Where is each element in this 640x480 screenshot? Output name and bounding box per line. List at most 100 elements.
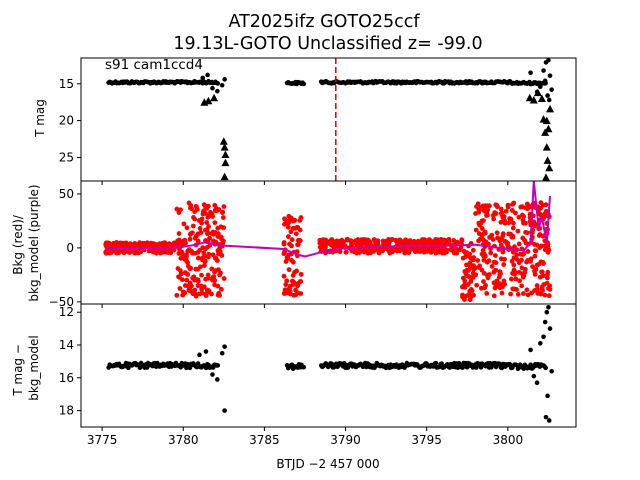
bkg-point-5-252 [517, 278, 522, 284]
bkg-point-2-23 [293, 231, 299, 237]
bkg-point-1-190 [210, 252, 216, 258]
bkg-point-5-37 [475, 258, 481, 263]
plot-area-top [106, 58, 555, 181]
bkg-point-5-226 [540, 260, 546, 265]
bkg-point-1-203 [202, 259, 208, 265]
bkg-point-5-313 [545, 241, 551, 247]
bkg-point-3-390 [419, 240, 425, 246]
bkg-point-5-288 [484, 204, 490, 209]
bkg-point-1-154 [195, 238, 201, 244]
data-point-top-9 [537, 84, 543, 90]
bkg-point-5-256 [508, 276, 514, 282]
bkg-point-4-32 [467, 289, 473, 294]
bkg-point-3-386 [401, 239, 407, 245]
bkg-point-2-12 [298, 215, 304, 220]
upper-limit-marker-16 [545, 163, 554, 172]
y-tick-label-middle--50: −50 [49, 295, 74, 309]
bkg-point-5-282 [512, 244, 517, 250]
upper-limit-marker-14 [542, 143, 551, 151]
bkg-point-5-250 [486, 258, 492, 264]
bkg-point-1-191 [200, 211, 206, 217]
bkg-point-5-7 [488, 250, 494, 256]
bkg-point-5-158 [494, 202, 500, 208]
bkg-point-1-188 [220, 209, 226, 215]
bkg-point-1-173 [219, 252, 225, 258]
bkg-point-1-74 [205, 272, 211, 278]
bkg-point-1-185 [185, 260, 191, 266]
bkg-point-1-82 [212, 282, 218, 288]
bkg-point-5-136 [511, 200, 517, 206]
bkg-point-1-42 [177, 286, 183, 291]
bkg-point-5-217 [524, 259, 530, 265]
bkg-point-1-88 [200, 255, 205, 261]
bkg-point-5-267 [542, 211, 547, 217]
bkg-point-5-81 [473, 265, 479, 271]
data-point-top-10 [541, 68, 546, 73]
data-point-top-4 [219, 82, 225, 88]
bkg-point-3-311 [421, 249, 427, 255]
bkg-model-line [105, 181, 551, 258]
bkg-point-2-55 [288, 229, 294, 235]
bkg-point-5-229 [512, 271, 517, 277]
bkg-point-1-135 [192, 216, 198, 222]
bkg-point-5-234 [515, 228, 521, 234]
bkg-point-5-76 [532, 253, 538, 259]
bkg-point-5-146 [537, 211, 543, 217]
bkg-point-5-235 [506, 220, 512, 226]
bkg-point-5-257 [515, 291, 521, 297]
bkg-point-5-219 [510, 249, 516, 255]
data-point-top-12 [546, 58, 551, 63]
bkg-point-5-305 [484, 213, 489, 218]
bkg-point-5-179 [533, 248, 539, 254]
bkg-point-2-67 [287, 289, 293, 295]
bkg-point-4-37 [463, 271, 469, 277]
bkg-point-5-221 [493, 211, 499, 216]
bkg-point-5-3 [534, 283, 540, 288]
bkg-point-5-218 [492, 253, 498, 258]
bkg-point-5-318 [509, 234, 515, 240]
y-tick-label-top-20: 20 [59, 114, 74, 128]
bkg-point-4-48 [461, 248, 467, 254]
bkg-point-1-129 [206, 288, 212, 294]
bkg-point-5-189 [500, 284, 505, 290]
data-point-bottom-19 [543, 414, 549, 420]
upper-limit-marker-9 [529, 95, 538, 104]
x-tick-label-3795: 3795 [411, 433, 442, 447]
bkg-point-4-43 [460, 255, 466, 261]
bkg-point-1-116 [211, 274, 217, 280]
bkg-point-0-196 [157, 241, 163, 247]
bkg-point-2-75 [284, 255, 290, 260]
bkg-point-1-205 [193, 203, 199, 209]
bkg-point-3-395 [354, 249, 360, 255]
bkg-point-1-168 [205, 231, 210, 237]
bkg-point-2-68 [298, 291, 304, 296]
bkg-point-3-388 [428, 240, 434, 245]
bkg-point-5-27 [513, 276, 519, 282]
data-point-top-5 [222, 77, 227, 82]
bkg-point-1-202 [205, 203, 211, 209]
bkg-point-5-295 [533, 266, 539, 272]
bkg-point-3-371 [352, 238, 358, 244]
y-tick-label-middle-0: 0 [66, 241, 74, 255]
x-tick-label-3780: 3780 [168, 433, 199, 447]
data-point-top-3 [215, 88, 220, 94]
bkg-point-5-284 [505, 202, 511, 208]
bkg-point-5-321 [528, 256, 534, 262]
data-point-bottom-13 [544, 309, 550, 315]
upper-limit-marker-20 [542, 116, 551, 125]
bkg-point-1-182 [212, 230, 218, 235]
bkg-point-5-188 [501, 262, 507, 267]
y-tick-label-bottom-18: 18 [59, 404, 74, 418]
x-axis-label: BTJD −2 457 000 [276, 457, 379, 471]
bkg-point-1-128 [197, 226, 203, 231]
bkg-point-0-193 [163, 241, 168, 247]
data-point-bottom-band2-9 [329, 361, 334, 367]
bkg-point-1-137 [203, 293, 209, 299]
bkg-point-2-46 [295, 242, 300, 248]
bkg-point-1-197 [176, 237, 182, 243]
y-tick-label-middle-50: 50 [59, 187, 74, 201]
y-axis-label-middle-line1: Bkg (red)/ [11, 214, 25, 275]
bkg-point-1-72 [181, 221, 187, 227]
bkg-point-4-26 [470, 257, 476, 263]
